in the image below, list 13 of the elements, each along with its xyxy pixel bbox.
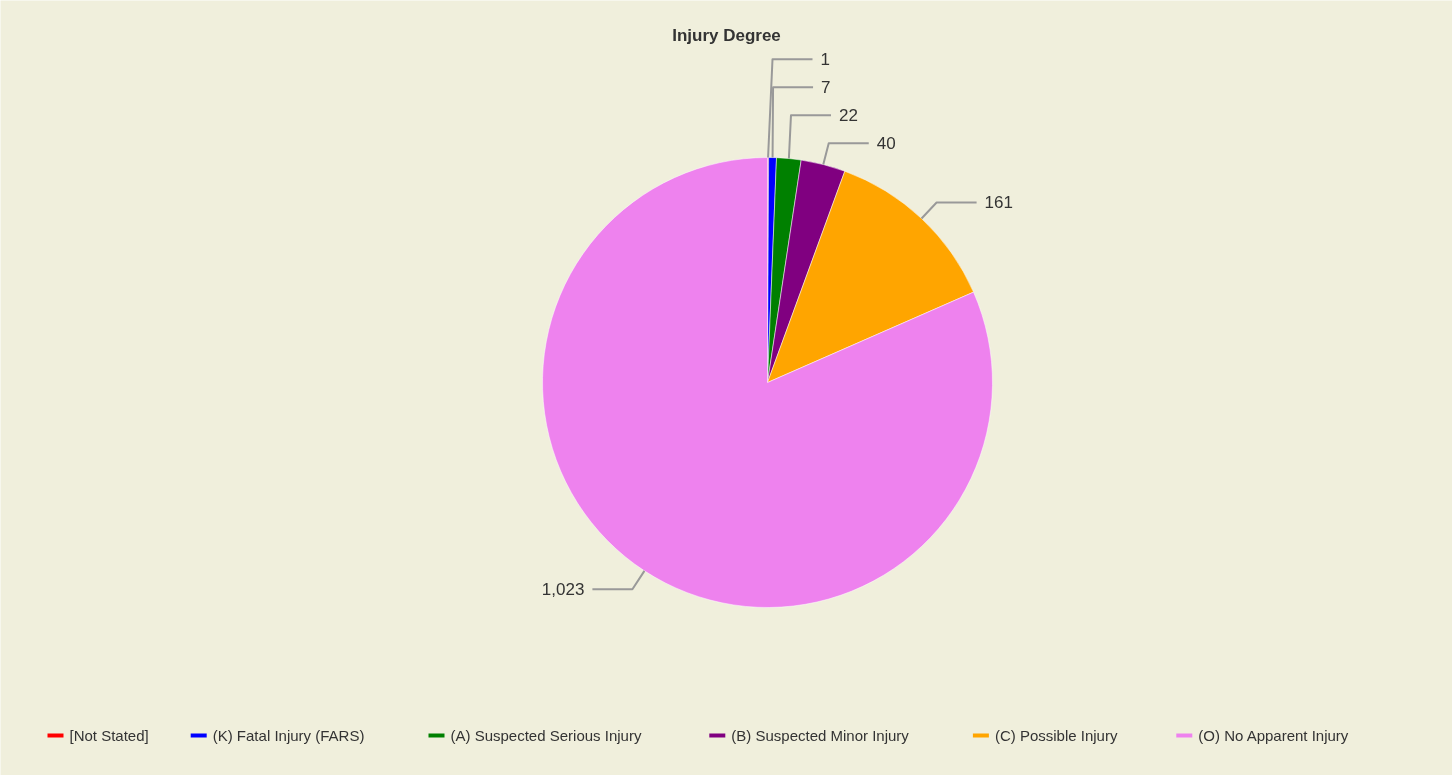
legend-label: (O) No Apparent Injury bbox=[1198, 727, 1349, 744]
data-label: 1 bbox=[820, 50, 830, 70]
legend-label: [Not Stated] bbox=[69, 727, 149, 744]
data-label: 1,023 bbox=[541, 580, 585, 600]
data-label: 22 bbox=[838, 106, 858, 126]
legend-label: (K) Fatal Injury (FARS) bbox=[212, 727, 365, 744]
legend-label: (B) Suspected Minor Injury bbox=[731, 727, 910, 744]
data-label: 40 bbox=[876, 134, 896, 154]
legend-label: (C) Possible Injury bbox=[994, 727, 1118, 744]
data-label: 161 bbox=[984, 193, 1013, 213]
legend-label: (A) Suspected Serious Injury bbox=[450, 727, 642, 744]
chart-title: Injury Degree bbox=[672, 26, 781, 45]
data-label: 7 bbox=[821, 78, 831, 98]
